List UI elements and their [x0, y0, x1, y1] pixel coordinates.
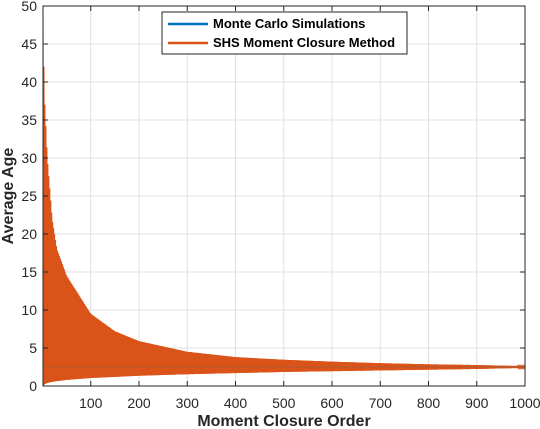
- x-tick-label: 400: [224, 395, 248, 411]
- legend-label-shs-moment-closure: SHS Moment Closure Method: [213, 35, 395, 50]
- x-tick-label: 100: [79, 395, 103, 411]
- x-tick-label: 800: [417, 395, 441, 411]
- y-tick-label: 15: [21, 264, 37, 280]
- y-tick-label: 45: [21, 36, 37, 52]
- y-tick-label: 0: [29, 378, 37, 394]
- y-tick-label: 25: [21, 188, 37, 204]
- x-tick-label: 500: [272, 395, 296, 411]
- y-tick-label: 40: [21, 74, 37, 90]
- series-shs-overlay: [42, 5, 526, 386]
- y-tick-label: 20: [21, 226, 37, 242]
- y-tick-label: 30: [21, 150, 37, 166]
- y-axis-title: Average Age: [0, 148, 17, 245]
- x-tick-label: 600: [320, 395, 344, 411]
- y-tick-label: 50: [21, 0, 37, 14]
- legend-label-monte-carlo: Monte Carlo Simulations: [213, 16, 365, 31]
- x-tick-label: 300: [176, 395, 200, 411]
- x-tick-label: 200: [127, 395, 151, 411]
- x-tick-label: 900: [465, 395, 489, 411]
- y-tick-label: 35: [21, 112, 37, 128]
- y-tick-label: 5: [29, 340, 37, 356]
- y-tick-labels: 0 5 10 15 20 25 30 35 40 45 50: [21, 0, 37, 394]
- legend-box: [161, 11, 408, 55]
- legend: Monte Carlo Simulations SHS Moment Closu…: [161, 11, 408, 55]
- series-layer: [42, 5, 526, 386]
- x-tick-labels: 100 200 300 400 500 600 700 800 900 1000: [79, 395, 540, 411]
- x-tick-label: 1000: [509, 395, 540, 411]
- y-tick-label: 10: [21, 302, 37, 318]
- x-axis-title: Moment Closure Order: [197, 413, 370, 429]
- ticks: [43, 5, 526, 387]
- x-tick-label: 700: [369, 395, 393, 411]
